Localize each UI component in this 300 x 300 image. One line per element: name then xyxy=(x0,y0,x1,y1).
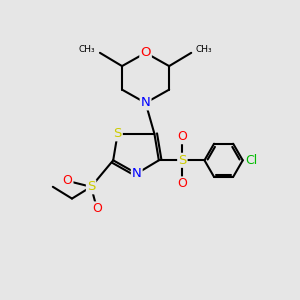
Text: N: N xyxy=(141,96,151,110)
Text: Cl: Cl xyxy=(246,154,258,167)
Text: O: O xyxy=(92,202,102,215)
Text: O: O xyxy=(178,177,187,190)
Text: O: O xyxy=(63,174,73,188)
Text: S: S xyxy=(87,180,95,193)
Text: O: O xyxy=(178,130,187,143)
Text: S: S xyxy=(178,154,187,167)
Text: CH₃: CH₃ xyxy=(79,45,95,54)
Text: S: S xyxy=(113,127,122,140)
Text: CH₃: CH₃ xyxy=(196,45,212,54)
Text: N: N xyxy=(132,167,142,180)
Text: O: O xyxy=(140,46,151,59)
